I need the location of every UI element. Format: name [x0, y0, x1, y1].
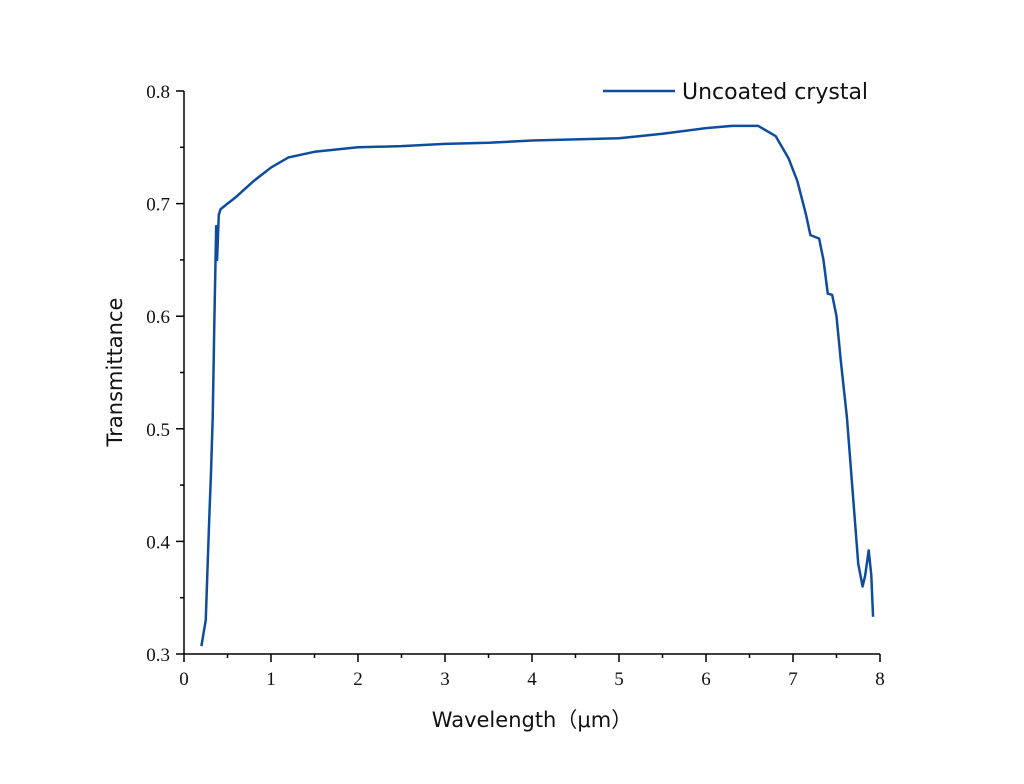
x-tick-label: 2	[353, 669, 363, 690]
y-tick-label: 0.8	[146, 82, 170, 103]
y-tick-label: 0.4	[146, 532, 170, 553]
x-tick-label: 1	[266, 669, 276, 690]
y-tick-label: 0.7	[146, 195, 170, 216]
x-tick-label: 4	[527, 669, 537, 690]
x-tick-label: 0	[179, 669, 189, 690]
x-tick-label: 8	[875, 669, 885, 690]
y-axis-title: Transmittance	[103, 298, 127, 448]
y-tick-label: 0.5	[146, 420, 170, 441]
y-tick-label: 0.3	[146, 645, 170, 666]
x-tick-label: 6	[701, 669, 711, 690]
x-tick-label: 5	[614, 669, 624, 690]
x-tick-label: 7	[788, 669, 798, 690]
x-tick-label: 3	[440, 669, 450, 690]
x-axis-title: Wavelength（μm）	[432, 708, 632, 732]
legend-label: Uncoated crystal	[682, 80, 868, 105]
data-line	[200, 124, 875, 647]
y-tick-label: 0.6	[146, 307, 170, 328]
